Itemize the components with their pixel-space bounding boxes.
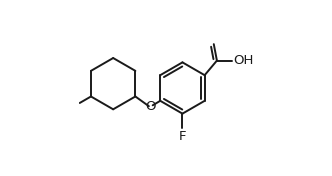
Text: OH: OH <box>233 54 253 67</box>
Text: O: O <box>145 100 156 113</box>
Text: F: F <box>179 130 186 143</box>
